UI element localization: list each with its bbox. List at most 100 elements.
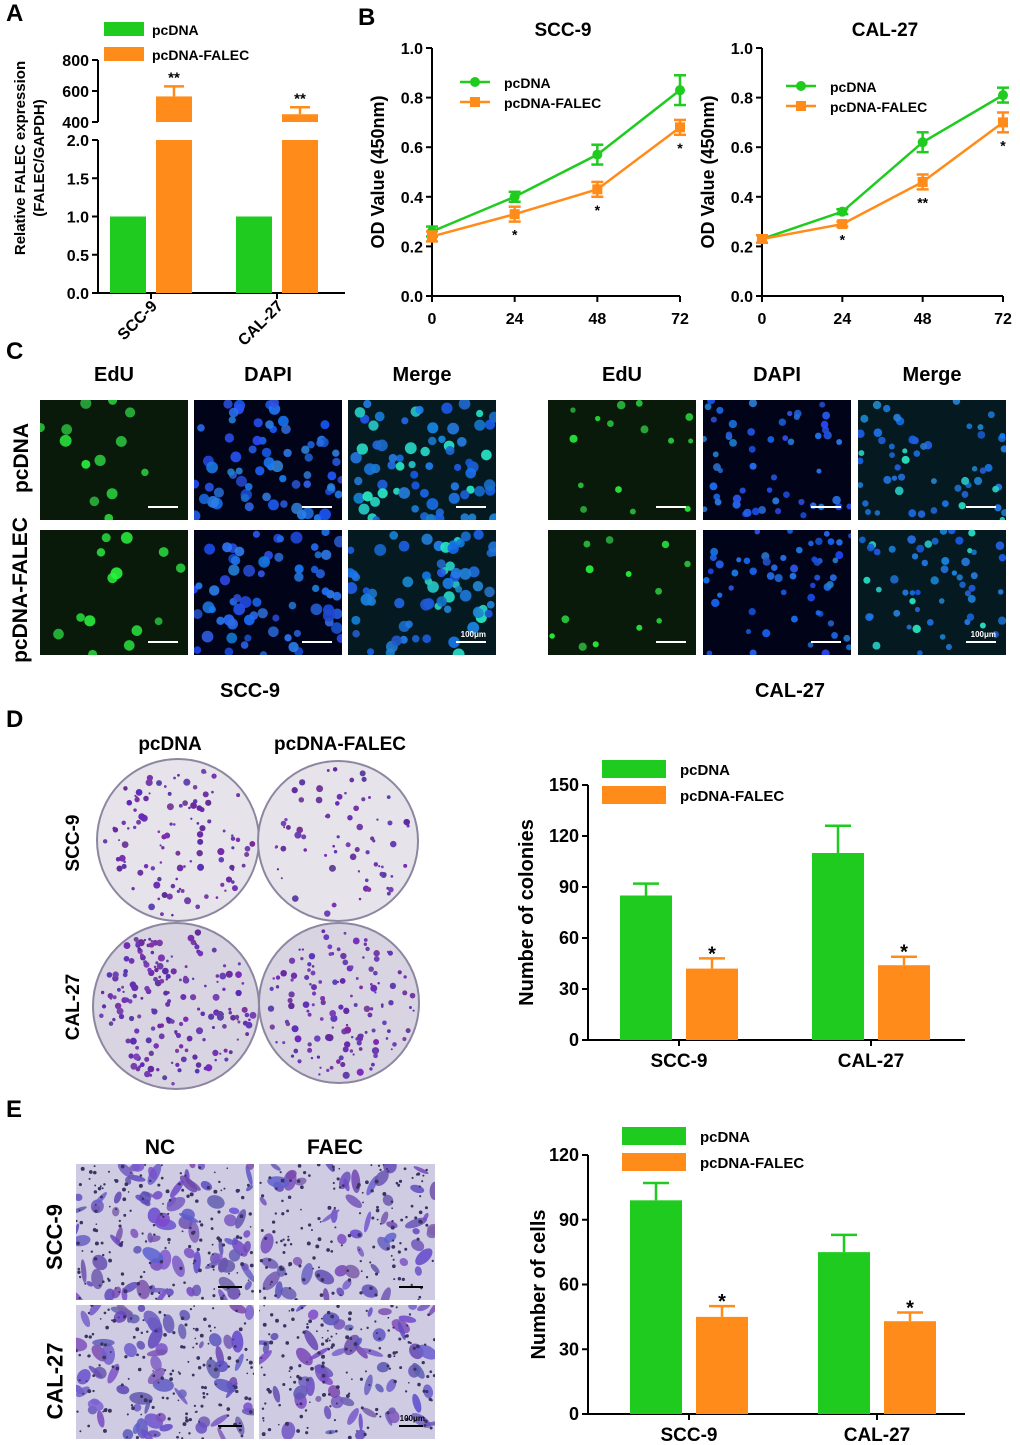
b1-y-tick-label: 0.6	[401, 140, 423, 157]
a-bar-pcdna-falec-upper	[282, 114, 318, 122]
b1-point-pcdna	[509, 191, 520, 202]
plate-scc9-pcdna	[96, 758, 260, 922]
col-title-edu-cal27: EdU	[602, 364, 642, 386]
scale-bar	[302, 506, 332, 508]
b1-y-tick-label: 0.4	[401, 190, 423, 207]
caption-scc9-c: SCC-9	[219, 680, 280, 702]
a-lower-y-tick-label: 1.5	[67, 171, 89, 188]
b1-point-pcdna-falec	[509, 209, 520, 220]
b1-y-tick-label: 0.8	[401, 91, 423, 108]
scale-bar	[302, 641, 332, 643]
panel-label-e: E	[6, 1096, 23, 1123]
a-bar-pcdna-falec-lower	[156, 140, 192, 293]
d-y-tick-label: 90	[559, 877, 579, 897]
b1-line-pcdna	[431, 89, 681, 233]
chart-d-colonies: 0 30 60 90 120 150 Number of colonies * SCC-9 * CA…	[516, 760, 965, 1072]
plate-cal27-pcdna-falec	[258, 922, 420, 1084]
b1-point-pcdna-falec	[592, 184, 603, 195]
col-title-e-faec: FAEC	[306, 1136, 363, 1159]
scale-bar	[399, 1425, 423, 1427]
a-lower-y-tick-label: 1.0	[67, 210, 89, 227]
d-significance: *	[900, 942, 908, 964]
e-x-tick-label: CAL-27	[844, 1425, 911, 1445]
b2-legend-label-pcdna: pcDNA	[830, 79, 877, 95]
b2-y-tick-label: 0.8	[731, 91, 753, 108]
b2-x-tick-label: 72	[994, 311, 1012, 328]
d-y-tick-label: 60	[559, 928, 579, 948]
b2-point-pcdna	[998, 90, 1008, 101]
d-y-tick-label: 120	[549, 826, 579, 846]
transwell-cal27-faec: 100μm	[259, 1305, 435, 1439]
scale-bar-label: 100μm	[460, 630, 486, 639]
d-bar-pcdna	[620, 895, 672, 1040]
micrograph-edu-pcdna-falec-cal27	[548, 530, 696, 655]
scale-bar	[456, 506, 486, 508]
scale-bar-label: 100μm	[970, 630, 996, 639]
b2-y-tick-label: 0.0	[731, 289, 753, 306]
e-legend-swatch-pcdna	[622, 1127, 686, 1145]
b2-x-tick-label: 0	[758, 311, 767, 328]
b2-point-pcdna-falec	[837, 219, 848, 230]
caption-cal27-c: CAL-27	[754, 680, 825, 702]
b2-y-label: OD Value (450nm)	[698, 95, 718, 248]
panel-label-d: D	[6, 706, 24, 733]
scale-bar	[966, 506, 996, 508]
e-significance: *	[718, 1291, 726, 1313]
a-upper-y-tick-label: 800	[62, 53, 89, 70]
b2-point-pcdna	[917, 137, 928, 148]
b1-significance: *	[595, 202, 601, 218]
micrograph-dapi-pcdna-falec-cal27	[703, 530, 851, 655]
b2-y-tick-label: 0.6	[731, 140, 753, 157]
b2-line-pcdna-falec	[761, 121, 1004, 241]
scale-bar	[218, 1286, 242, 1288]
e-legend-label-pcdna: pcDNA	[700, 1129, 750, 1146]
b2-x-tick-label: 24	[833, 311, 851, 328]
a-significance: **	[294, 90, 306, 107]
a-significance: **	[168, 69, 180, 86]
micrograph-edu-pcdna-falec-scc9	[40, 530, 188, 655]
e-y-label: Number of cells	[528, 1209, 550, 1359]
e-legend-label-pcdna-falec: pcDNA-FALEC	[700, 1155, 804, 1172]
d-bar-pcdna-falec	[686, 968, 738, 1040]
chart-b-cal27-od: 0.0 0.2 0.4 0.6 0.8 1.0 0 24 48 72 CAL-27 OD Value …	[698, 20, 1012, 328]
scale-bar	[456, 641, 486, 643]
e-y-tick-label: 60	[559, 1275, 579, 1295]
a-upper-y-tick-label: 600	[62, 84, 89, 101]
micrograph-edu-pcdna-cal27	[548, 400, 696, 520]
d-legend-label-pcdna-falec: pcDNA-FALEC	[680, 788, 784, 805]
d-x-tick-label: CAL-27	[838, 1051, 905, 1072]
col-title-d-pcdna-falec: pcDNA-FALEC	[274, 734, 406, 755]
b1-y-label: OD Value (450nm)	[368, 95, 388, 248]
a-bar-pcdna-falec-upper	[156, 96, 192, 122]
col-title-merge-scc9: Merge	[392, 364, 452, 386]
e-y-tick-label: 120	[549, 1145, 579, 1165]
b2-y-tick-label: 1.0	[731, 41, 753, 58]
micrograph-dapi-pcdna-falec-scc9	[194, 530, 342, 655]
d-y-tick-label: 30	[559, 979, 579, 999]
b2-y-tick-label: 0.4	[731, 190, 753, 207]
d-x-tick-label: SCC-9	[650, 1051, 707, 1072]
b1-line-pcdna-falec	[431, 126, 681, 238]
transwell-scc9-nc	[76, 1164, 254, 1300]
d-y-tick-label: 0	[569, 1030, 579, 1050]
a-legend-label-pcdna: pcDNA	[152, 22, 199, 38]
col-title-dapi-cal27: DAPI	[753, 364, 801, 386]
chart-b-scc9-od: 0.0 0.2 0.4 0.6 0.8 1.0 0 24 48 72 SCC-9 OD Value (…	[368, 20, 689, 328]
e-bar-pcdna-falec	[696, 1316, 748, 1414]
d-significance: *	[708, 943, 716, 965]
scale-bar	[811, 506, 841, 508]
b2-legend-marker-pcdna	[796, 81, 806, 91]
scale-bar	[966, 641, 996, 643]
scale-bar	[656, 641, 686, 643]
b2-title: CAL-27	[852, 20, 919, 41]
micrograph-merge-pcdna-falec-scc9: 100μm	[348, 530, 496, 655]
b1-point-pcdna	[675, 85, 685, 96]
a-legend-label-pcdna-falec: pcDNA-FALEC	[152, 47, 249, 63]
row-title-e-scc9: SCC-9	[42, 1204, 67, 1271]
b2-point-pcdna-falec	[998, 117, 1008, 128]
transwell-scc9-faec	[259, 1164, 435, 1300]
b2-legend-marker-pcdna-falec	[796, 101, 806, 111]
panel-label-c: C	[6, 338, 24, 365]
panel-label-b: B	[358, 4, 376, 31]
